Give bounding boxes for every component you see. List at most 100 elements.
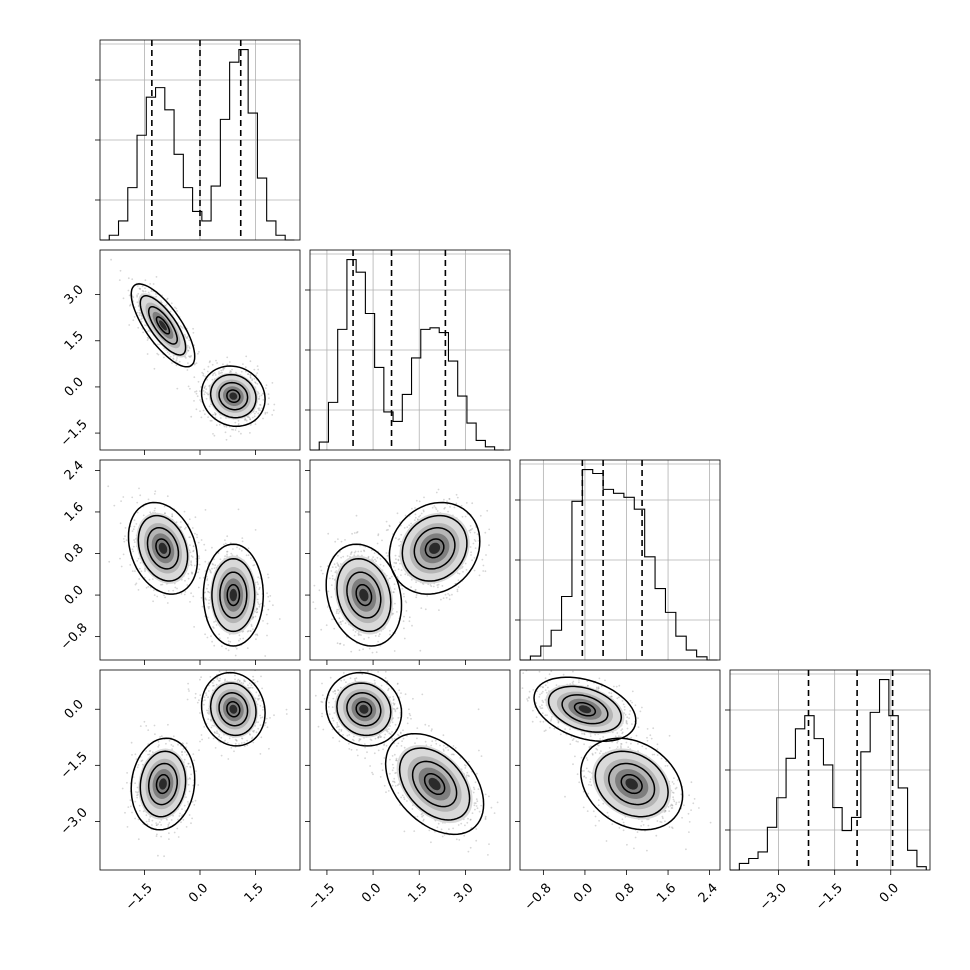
- sample-point: [266, 411, 269, 414]
- sample-point: [206, 636, 209, 639]
- density-contour: [346, 571, 382, 619]
- sample-point: [135, 582, 138, 585]
- sample-point: [160, 300, 162, 303]
- sample-point: [253, 412, 256, 415]
- sample-point: [320, 628, 323, 631]
- sample-point: [166, 303, 168, 305]
- sample-point: [353, 532, 356, 534]
- sample-point: [144, 324, 146, 326]
- sample-point: [174, 306, 176, 309]
- sample-point: [243, 741, 246, 744]
- sample-point: [252, 675, 255, 678]
- sample-point: [131, 496, 134, 499]
- sample-point: [207, 562, 210, 565]
- sample-point: [470, 551, 472, 554]
- sample-point: [132, 319, 135, 322]
- sample-point: [195, 362, 198, 365]
- sample-point: [110, 258, 112, 261]
- scatter-panel-p0-p2: −0.80.00.81.62.4: [58, 458, 301, 665]
- sample-point: [173, 831, 176, 834]
- sample-point: [203, 543, 206, 546]
- sample-point: [144, 290, 147, 293]
- sample-point: [207, 590, 209, 593]
- sample-point: [145, 814, 148, 817]
- sample-point: [180, 326, 183, 328]
- sample-point: [224, 539, 226, 542]
- sample-point: [177, 743, 179, 746]
- sample-point: [153, 367, 156, 370]
- sample-point: [238, 679, 241, 682]
- sample-point: [161, 583, 164, 586]
- sample-point: [143, 576, 146, 579]
- sample-point: [135, 758, 138, 761]
- sample-point: [186, 765, 188, 768]
- sample-point: [336, 562, 339, 565]
- sample-point: [257, 409, 260, 411]
- sample-point: [231, 666, 233, 668]
- sample-point: [146, 336, 149, 339]
- sample-point: [414, 588, 417, 591]
- sample-point: [271, 414, 274, 416]
- sample-point: [144, 287, 146, 290]
- sample-point: [263, 605, 265, 607]
- density-contour: [137, 514, 189, 582]
- density-contour: [218, 381, 249, 411]
- sample-point: [201, 371, 204, 374]
- sample-point: [157, 343, 159, 346]
- sample-point: [237, 419, 240, 422]
- sample-point: [245, 419, 248, 422]
- sample-point: [129, 303, 132, 306]
- sample-point: [242, 637, 245, 640]
- sample-point: [254, 610, 256, 613]
- sample-point: [251, 416, 254, 419]
- sample-point: [223, 367, 226, 370]
- sample-point: [423, 496, 425, 499]
- sample-point: [377, 640, 379, 643]
- sample-point: [486, 509, 489, 512]
- sample-point: [420, 607, 423, 609]
- sample-point: [351, 532, 353, 535]
- sample-point: [465, 502, 468, 504]
- sample-point: [396, 512, 399, 515]
- sample-point: [443, 507, 446, 510]
- sample-point: [136, 301, 139, 304]
- sample-point: [444, 593, 447, 596]
- sample-point: [156, 352, 159, 355]
- sample-point: [147, 729, 150, 731]
- sample-point: [260, 602, 263, 605]
- sample-point: [187, 350, 190, 352]
- sample-point: [185, 336, 188, 339]
- sample-point: [238, 430, 240, 433]
- sample-point: [456, 588, 459, 591]
- sample-point: [337, 564, 339, 567]
- sample-point: [241, 540, 244, 543]
- sample-point: [393, 650, 396, 652]
- sample-point: [181, 808, 183, 810]
- sample-point: [191, 527, 194, 529]
- sample-point: [393, 591, 395, 594]
- sample-point: [199, 577, 201, 579]
- sample-point: [218, 637, 221, 640]
- sample-point: [209, 419, 212, 422]
- sample-point: [194, 696, 197, 699]
- sample-point: [141, 759, 144, 762]
- sample-point: [257, 601, 259, 603]
- sample-point: [190, 571, 193, 574]
- sample-point: [349, 553, 352, 555]
- sample-point: [312, 601, 315, 603]
- sample-point: [138, 578, 141, 580]
- sample-point: [119, 522, 122, 525]
- sample-point: [256, 634, 259, 637]
- sample-point: [212, 563, 215, 566]
- sample-points: [121, 666, 288, 858]
- sample-point: [148, 750, 151, 753]
- sample-point: [196, 533, 198, 536]
- sample-point: [257, 392, 260, 395]
- sample-point: [200, 596, 203, 599]
- sample-point: [198, 557, 201, 560]
- sample-point: [219, 558, 222, 561]
- sample-point: [408, 524, 411, 527]
- sample-point: [149, 749, 152, 752]
- sample-point: [411, 507, 413, 510]
- sample-point: [204, 549, 207, 552]
